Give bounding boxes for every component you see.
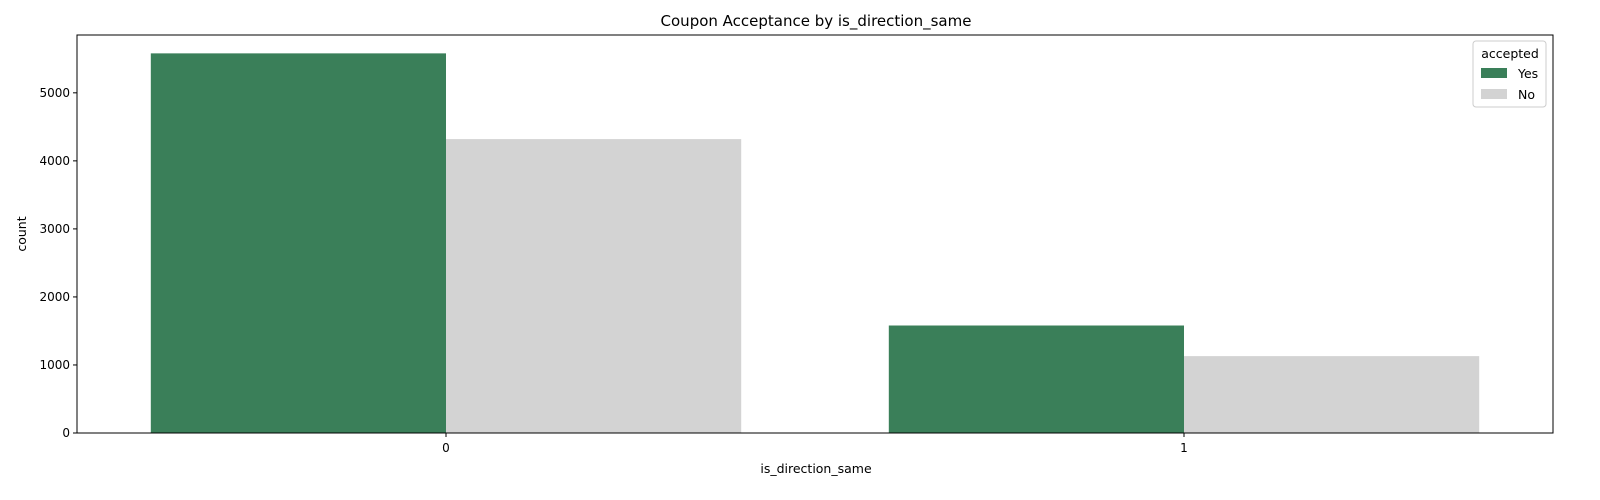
y-axis-label: count: [14, 216, 29, 251]
legend-label-yes: Yes: [1517, 66, 1538, 81]
x-axis-label: is_direction_same: [760, 461, 872, 476]
y-tick-label: 2000: [39, 290, 70, 304]
y-tick-label: 0: [62, 426, 70, 440]
y-tick-label: 5000: [39, 86, 70, 100]
legend: accepted Yes No: [1472, 40, 1547, 108]
legend-title: accepted: [1481, 46, 1539, 61]
legend-swatch-yes: [1481, 68, 1507, 78]
y-tick-label: 3000: [39, 222, 70, 236]
x-tick-label: 0: [442, 441, 450, 455]
x-tick-label: 1: [1180, 441, 1188, 455]
plot-frame: [76, 34, 1554, 434]
bar-no-0: [446, 139, 742, 434]
y-tick-label: 4000: [39, 154, 70, 168]
legend-swatch-no: [1481, 89, 1507, 99]
plot-area: 0 1000 2000 3000 4000 5000 0 1: [39, 34, 1554, 455]
chart-title: Coupon Acceptance by is_direction_same: [661, 12, 972, 31]
y-tick-label: 1000: [39, 358, 70, 372]
bar-yes-1: [888, 325, 1184, 433]
bar-yes-0: [150, 53, 447, 433]
legend-label-no: No: [1518, 87, 1535, 102]
bar-no-1: [1184, 356, 1480, 433]
